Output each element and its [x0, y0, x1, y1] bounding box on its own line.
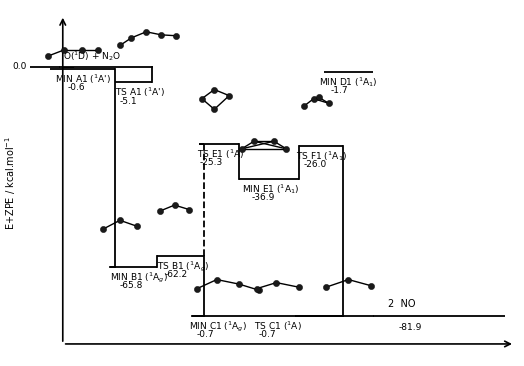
Text: TS E1 ($^1$A): TS E1 ($^1$A): [197, 147, 244, 161]
Text: O($^1$D) + N$_2$O: O($^1$D) + N$_2$O: [63, 49, 121, 63]
Text: -0.6: -0.6: [68, 83, 85, 92]
Text: -0.7: -0.7: [259, 330, 277, 339]
Text: -62.2: -62.2: [165, 270, 188, 279]
Text: -81.9: -81.9: [398, 323, 421, 332]
Text: MIN C1 ($^1$A$_g$): MIN C1 ($^1$A$_g$): [190, 319, 247, 334]
Text: E+ZPE / kcal.mol$^{-1}$: E+ZPE / kcal.mol$^{-1}$: [3, 136, 18, 230]
Text: MIN D1 ($^1$A$_1$): MIN D1 ($^1$A$_1$): [319, 75, 377, 89]
Text: MIN B1 ($^1$A$_g$): MIN B1 ($^1$A$_g$): [110, 270, 168, 285]
Text: -25.3: -25.3: [200, 158, 223, 167]
Text: -0.7: -0.7: [197, 330, 214, 339]
Text: TS A1 ($^1$A'): TS A1 ($^1$A'): [115, 86, 165, 99]
Text: MIN E1 ($^1$A$_1$): MIN E1 ($^1$A$_1$): [242, 183, 299, 197]
Text: TS F1 ($^1$A$_1$): TS F1 ($^1$A$_1$): [296, 149, 347, 163]
Text: -26.0: -26.0: [304, 160, 327, 169]
Text: -1.7: -1.7: [331, 86, 348, 95]
Text: TS C1 ($^1$A): TS C1 ($^1$A): [254, 319, 302, 333]
Text: -5.1: -5.1: [120, 97, 137, 105]
Text: TS B1 ($^1$A$_g$): TS B1 ($^1$A$_g$): [157, 259, 209, 274]
Text: -36.9: -36.9: [252, 193, 275, 202]
Text: MIN A1 ($^1$A'): MIN A1 ($^1$A'): [56, 72, 111, 86]
Text: 0.0: 0.0: [12, 62, 27, 71]
Text: -65.8: -65.8: [120, 281, 143, 290]
Text: 2  NO: 2 NO: [388, 299, 416, 309]
